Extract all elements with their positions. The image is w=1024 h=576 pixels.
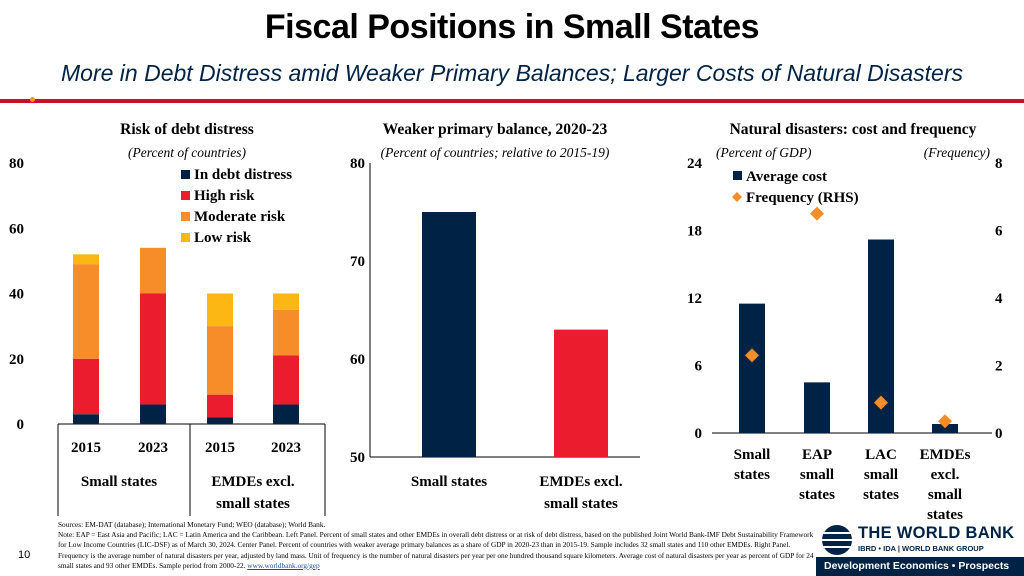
right-diamond-frequency <box>874 395 888 410</box>
left-bar-low-risk <box>207 293 233 327</box>
right-panel-title: Natural disasters: cost and frequency <box>729 121 977 138</box>
left-bar-in-debt-distress <box>73 414 99 424</box>
right-legend-diamond <box>732 192 742 202</box>
right-x-tick-label: Small states <box>734 447 771 483</box>
left-y-tick-label: 0 <box>17 417 25 433</box>
logo-tagline: IBRD • IDA | WORLD BANK GROUP <box>858 544 984 553</box>
page-subtitle: More in Debt Distress amid Weaker Primar… <box>61 60 963 86</box>
left-bar-moderate-risk <box>273 309 299 356</box>
right-y2-tick-label: 2 <box>995 359 1003 375</box>
logo-band: Development Economics • Prospects <box>816 557 1024 576</box>
right-bar-average-cost <box>804 382 830 433</box>
left-bar-high-risk <box>73 358 99 415</box>
left-x-tick-label: 2015 <box>205 440 235 456</box>
right-y-tick-label: 24 <box>687 156 703 172</box>
left-group-label: Small states <box>81 474 157 490</box>
footer-note-text: Note: EAP = East Asia and Pacific; LAC =… <box>58 530 814 570</box>
center-y-tick-label: 70 <box>350 254 365 270</box>
left-bar-moderate-risk <box>140 247 166 294</box>
right-bar-average-cost <box>739 303 765 433</box>
right-y-tick-label: 0 <box>695 426 703 442</box>
center-y-tick-label: 50 <box>350 450 365 466</box>
left-bar-in-debt-distress <box>140 404 166 424</box>
left-legend-swatch <box>181 170 190 179</box>
left-group-label: small states <box>216 496 290 512</box>
left-bar-high-risk <box>140 293 166 405</box>
left-panel-subtitle: (Percent of countries) <box>128 145 246 160</box>
globe-icon <box>822 525 852 555</box>
left-y-tick-label: 20 <box>9 352 24 368</box>
left-bar-in-debt-distress <box>273 404 299 424</box>
left-bar-high-risk <box>207 394 233 418</box>
right-x-tick-label: EAP small states <box>799 447 835 503</box>
page-number: 10 <box>18 549 31 561</box>
right-x-tick-label: LAC small states <box>863 447 899 503</box>
left-bar-moderate-risk <box>73 264 99 359</box>
right-y-tick-label: 6 <box>695 359 703 375</box>
left-bar-high-risk <box>273 355 299 405</box>
center-x-tick-label: small states <box>544 496 618 512</box>
right-panel-subtitle-left: (Percent of GDP) <box>716 145 812 160</box>
logo-division: Development Economics • Prospects <box>824 560 1010 572</box>
left-bar-low-risk <box>273 293 299 310</box>
left-bar-low-risk <box>73 254 99 265</box>
left-y-tick-label: 80 <box>9 156 24 172</box>
center-y-tick-label: 60 <box>350 352 365 368</box>
left-legend-swatch <box>181 191 190 200</box>
title-rule <box>0 99 1024 103</box>
footer-note: Note: EAP = East Asia and Pacific; LAC =… <box>58 530 818 571</box>
left-x-tick-label: 2015 <box>71 440 101 456</box>
center-y-tick-label: 80 <box>350 156 365 172</box>
right-y-tick-label: 18 <box>687 224 702 240</box>
left-legend-label: Moderate risk <box>194 209 286 225</box>
right-y2-tick-label: 4 <box>995 291 1003 307</box>
right-y2-tick-label: 6 <box>995 224 1003 240</box>
right-bar-average-cost <box>932 424 958 433</box>
left-x-tick-label: 2023 <box>271 440 301 456</box>
right-legend-label: Average cost <box>746 169 827 185</box>
center-bar <box>422 212 476 457</box>
right-y2-tick-label: 0 <box>995 426 1003 442</box>
rule-accent-dot <box>30 97 35 102</box>
right-x-tick-label: EMDEs excl. small states <box>920 447 971 523</box>
left-legend-swatch <box>181 212 190 221</box>
center-panel-subtitle: (Percent of countries; relative to 2015-… <box>380 145 610 160</box>
left-x-tick-label: 2023 <box>138 440 168 456</box>
left-legend-label: Low risk <box>194 230 252 246</box>
left-y-tick-label: 60 <box>9 221 24 237</box>
right-diamond-frequency <box>810 206 824 221</box>
left-legend-label: In debt distress <box>194 167 292 183</box>
footer-link[interactable]: www.worldbank.org/gep <box>247 560 320 570</box>
footer-source: Sources: EM-DAT (database); Internationa… <box>58 520 326 529</box>
right-y2-tick-label: 8 <box>995 156 1003 172</box>
right-legend-label: Frequency (RHS) <box>746 190 859 206</box>
right-y-tick-label: 12 <box>687 291 702 307</box>
page-title: Fiscal Positions in Small States <box>264 8 760 46</box>
center-x-tick-label: EMDEs excl. <box>539 474 623 490</box>
right-diamond-frequency <box>938 414 952 429</box>
center-panel-title: Weaker primary balance, 2020-23 <box>382 121 608 138</box>
footer-notes: Sources: EM-DAT (database); Internationa… <box>58 520 818 571</box>
left-bar-moderate-risk <box>207 326 233 395</box>
center-x-tick-label: Small states <box>411 474 487 490</box>
left-y-tick-label: 40 <box>9 287 24 303</box>
left-legend-swatch <box>181 233 190 242</box>
right-diamond-frequency <box>745 348 759 363</box>
right-legend-swatch <box>733 171 742 180</box>
left-panel-title: Risk of debt distress <box>120 121 254 138</box>
center-bar <box>554 329 608 457</box>
left-bar-in-debt-distress <box>207 417 233 424</box>
logo-name: THE WORLD BANK <box>858 524 1015 542</box>
left-group-label: EMDEs excl. <box>211 474 295 490</box>
left-legend-label: High risk <box>194 188 255 204</box>
world-bank-logo: THE WORLD BANK IBRD • IDA | WORLD BANK G… <box>816 520 1024 576</box>
right-panel-subtitle-right: (Frequency) <box>923 145 990 160</box>
